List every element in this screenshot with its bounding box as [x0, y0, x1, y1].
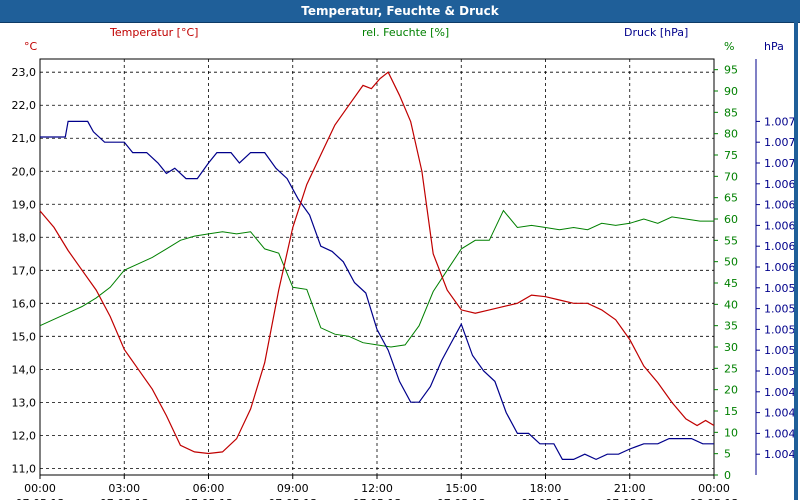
x-tick-time: 18:00: [530, 482, 562, 495]
pressure-tick-label: 1.007: [764, 157, 796, 170]
humidity-tick-label: 40: [724, 298, 738, 311]
humidity-tick-label: 95: [724, 64, 738, 77]
x-tick-time: 15:00: [445, 482, 477, 495]
humidity-unit-label: %: [724, 40, 734, 53]
x-tick-time: 06:00: [193, 482, 225, 495]
axis-headers: °C Temperatur [°C] rel. Feuchte [%] Druc…: [24, 26, 784, 53]
pressure-series-label: Druck [hPa]: [624, 26, 688, 39]
humidity-tick-label: 15: [724, 405, 738, 418]
temperature-tick-label: 22,0: [12, 99, 37, 112]
humidity-line: [39, 209, 714, 348]
x-tick-date: 08.05.13: [690, 497, 739, 500]
pressure-tick-label: 1.004: [764, 448, 796, 461]
temperature-tick-label: 13,0: [12, 396, 37, 409]
x-tick-time: 12:00: [361, 482, 393, 495]
humidity-tick-label: 70: [724, 170, 738, 183]
temperature-axis: 11,0 12,0 13,0 14,0 15,0 16,0 17,0 18,0 19,0 20,0…: [12, 66, 37, 475]
pressure-unit-label: hPa: [764, 40, 784, 53]
x-tick-time: 21:00: [614, 482, 646, 495]
pressure-tick-label: 1.006: [764, 240, 796, 253]
humidity-tick-label: 60: [724, 213, 738, 226]
temperature-tick-label: 19,0: [12, 198, 37, 211]
humidity-tick-label: 90: [724, 85, 738, 98]
humidity-tick-label: 10: [724, 426, 738, 439]
temperature-tick-label: 20,0: [12, 165, 37, 178]
pressure-tick-label: 1.006: [764, 199, 796, 212]
temperature-line: [39, 71, 715, 455]
humidity-tick-label: 45: [724, 277, 738, 290]
temperature-tick-label: 17,0: [12, 264, 37, 277]
pressure-tick-label: 1.007: [764, 136, 796, 149]
temperature-tick-label: 21,0: [12, 132, 37, 145]
humidity-tick-label: 65: [724, 192, 738, 205]
x-tick-date: 07.05.13: [184, 497, 233, 500]
pressure-tick-label: 1.006: [764, 178, 796, 191]
pressure-tick-label: 1.005: [764, 323, 796, 336]
x-tick-date: 07.05.13: [437, 497, 486, 500]
pressure-tick-label: 1.004: [764, 407, 796, 420]
temperature-tick-label: 15,0: [12, 330, 37, 343]
chart-area: 00:00 07.05.13 03:00 07.05.13 06:00 07.05.13 0…: [12, 22, 798, 500]
pressure-line: [40, 120, 714, 461]
pressure-tick-label: 1.004: [764, 427, 796, 440]
pressure-tick-label: 1.005: [764, 344, 796, 357]
x-tick-time: 03:00: [108, 482, 140, 495]
humidity-tick-label: 30: [724, 341, 738, 354]
temperature-tick-label: 16,0: [12, 297, 37, 310]
pressure-tick-label: 1.005: [764, 282, 796, 295]
humidity-series-label: rel. Feuchte [%]: [362, 26, 449, 39]
x-tick-time: 00:00: [24, 482, 56, 495]
temperature-tick-label: 11,0: [12, 462, 37, 475]
pressure-tick-label: 1.005: [764, 303, 796, 316]
pressure-tick-label: 1.004: [764, 386, 796, 399]
pressure-axis: 1.004 1.004 1.004 1.004 1.005 1.005 1.005 1.005…: [755, 59, 796, 475]
x-tick-date: 07.05.13: [521, 497, 570, 500]
temperature-tick-label: 12,0: [12, 429, 37, 442]
humidity-tick-label: 75: [724, 149, 738, 162]
pressure-tick-label: 1.006: [764, 261, 796, 274]
humidity-tick-label: 20: [724, 384, 738, 397]
humidity-tick-label: 55: [724, 234, 738, 247]
humidity-tick-label: 50: [724, 256, 738, 269]
temperature-tick-label: 14,0: [12, 363, 37, 376]
x-tick-date: 07.05.13: [268, 497, 317, 500]
x-tick-date: 07.05.13: [16, 497, 65, 500]
chart-title-bar: Temperatur, Feuchte & Druck: [0, 0, 800, 23]
x-tick-date: 07.05.13: [605, 497, 654, 500]
temperature-tick-label: 23,0: [12, 66, 37, 79]
humidity-axis: 0 5 10 15 20 25 30 35 40 45 50 55 60 65 70 75 80 85 90 95: [714, 64, 738, 482]
grid: [40, 59, 714, 475]
pressure-tick-label: 1.007: [764, 115, 796, 128]
humidity-tick-label: 85: [724, 106, 738, 119]
x-axis: 00:00 07.05.13 03:00 07.05.13 06:00 07.05.13 0…: [16, 475, 739, 500]
temperature-series-label: Temperatur [°C]: [109, 26, 198, 39]
pressure-tick-label: 1.005: [764, 365, 796, 378]
x-tick-time: 00:00: [698, 482, 730, 495]
temperature-tick-label: 18,0: [12, 231, 37, 244]
x-tick-date: 07.05.13: [100, 497, 149, 500]
humidity-tick-label: 80: [724, 128, 738, 141]
humidity-tick-label: 5: [724, 448, 731, 461]
humidity-tick-label: 25: [724, 362, 738, 375]
x-tick-date: 07.05.13: [353, 497, 402, 500]
humidity-tick-label: 0: [724, 469, 731, 482]
humidity-tick-label: 35: [724, 320, 738, 333]
pressure-tick-label: 1.006: [764, 219, 796, 232]
temperature-unit-label: °C: [24, 40, 38, 53]
x-tick-time: 09:00: [277, 482, 309, 495]
chart-title: Temperatur, Feuchte & Druck: [301, 4, 499, 18]
